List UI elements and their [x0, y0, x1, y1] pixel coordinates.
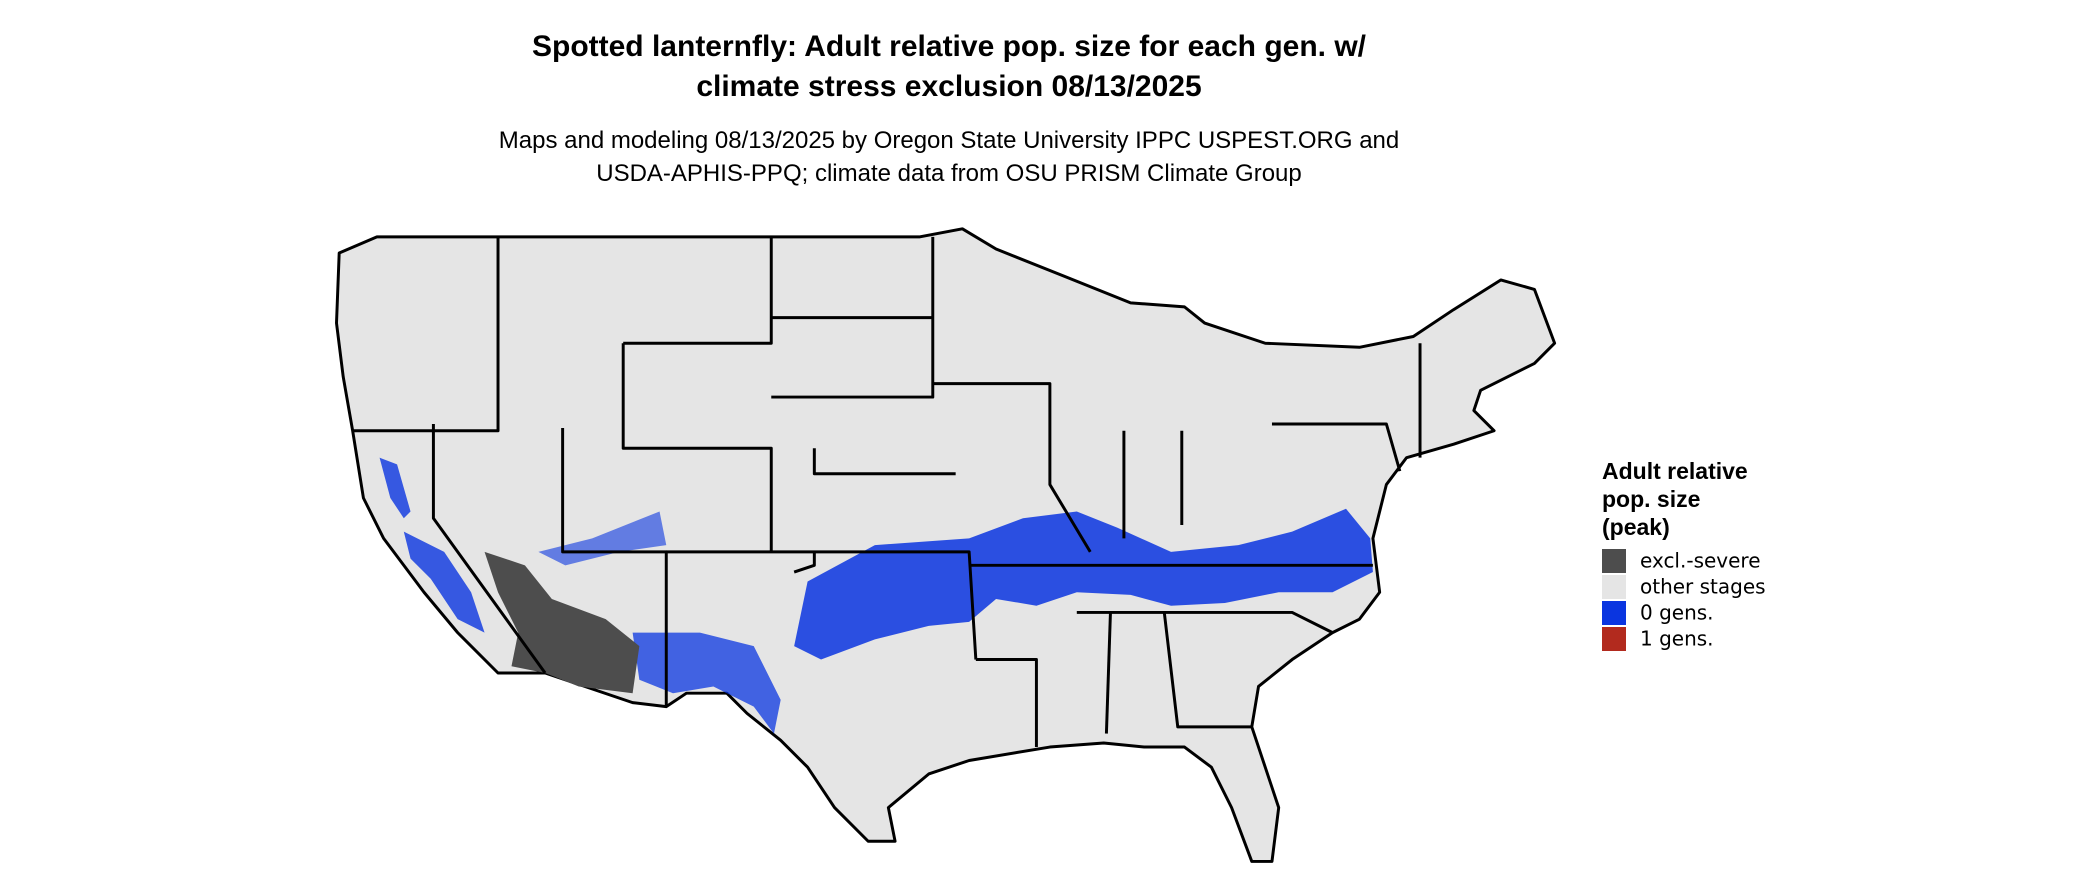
legend-label: other stages [1640, 575, 1766, 599]
legend-key [1602, 627, 1626, 651]
legend-key [1602, 601, 1626, 625]
state-borders [352, 236, 1422, 748]
legend-key [1602, 575, 1626, 599]
range-zero-gens [379, 457, 411, 519]
map [335, 227, 1557, 863]
range-zero-gens [403, 531, 485, 633]
legend-title: Adult relative [1602, 458, 1748, 484]
title-line: climate stress exclusion 08/13/2025 [696, 70, 1201, 103]
legend-title: pop. size [1602, 486, 1700, 512]
subtitle-line: USDA-APHIS-PPQ; climate data from OSU PR… [596, 160, 1302, 187]
range-zero-gens [632, 632, 781, 734]
range-zero-gens [794, 508, 1373, 660]
legend-label: 1 gens. [1640, 627, 1714, 651]
title-line: Spotted lanternfly: Adult relative pop. … [532, 30, 1367, 63]
subtitle-line: Maps and modeling 08/13/2025 by Oregon S… [499, 127, 1399, 154]
excluded-area [484, 551, 640, 694]
legend-title: (peak) [1602, 514, 1670, 540]
legend-key [1602, 549, 1626, 573]
legend-label: excl.-severe [1640, 549, 1761, 573]
legend-label: 0 gens. [1640, 601, 1714, 625]
